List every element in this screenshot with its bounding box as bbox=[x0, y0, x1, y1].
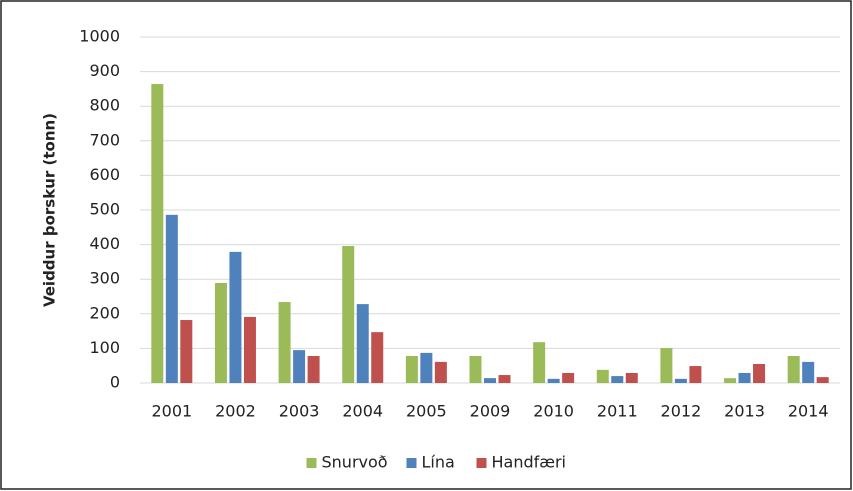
bar bbox=[405, 356, 418, 383]
y-tick-label: 200 bbox=[89, 303, 120, 322]
bar bbox=[434, 361, 447, 383]
x-tick-label: 2010 bbox=[533, 402, 574, 421]
bar bbox=[689, 366, 702, 383]
legend-label: Lína bbox=[422, 453, 455, 472]
y-tick-label: 0 bbox=[110, 373, 120, 392]
y-tick-label: 400 bbox=[89, 234, 120, 253]
legend-swatch bbox=[406, 458, 417, 468]
bar bbox=[547, 378, 560, 383]
bar bbox=[243, 316, 256, 383]
bar bbox=[180, 320, 193, 383]
x-tick-label: 2002 bbox=[215, 402, 256, 421]
bar bbox=[611, 376, 624, 383]
x-tick-label: 2012 bbox=[661, 402, 702, 421]
bar bbox=[484, 378, 496, 383]
bar bbox=[787, 356, 800, 383]
y-tick-label: 700 bbox=[89, 130, 120, 149]
bar bbox=[498, 375, 511, 383]
bar bbox=[371, 332, 384, 383]
x-tick-label: 2001 bbox=[151, 402, 192, 421]
bar bbox=[229, 251, 242, 383]
bar bbox=[165, 214, 178, 383]
x-tick-label: 2005 bbox=[406, 402, 447, 421]
y-tick-label: 500 bbox=[89, 200, 120, 219]
bar bbox=[753, 363, 766, 383]
bar bbox=[562, 372, 575, 383]
x-tick-label: 2003 bbox=[279, 402, 320, 421]
bar bbox=[469, 356, 482, 383]
bar bbox=[420, 352, 433, 383]
bar bbox=[660, 348, 673, 383]
bar bbox=[802, 361, 815, 383]
x-tick-label: 2013 bbox=[724, 402, 765, 421]
y-tick-label: 1000 bbox=[79, 27, 120, 46]
y-tick-label: 900 bbox=[89, 61, 120, 80]
bar bbox=[278, 302, 291, 383]
bar bbox=[596, 369, 609, 383]
y-axis-title: Veiddur þorskur (tonn) bbox=[41, 113, 59, 307]
y-tick-label: 600 bbox=[89, 165, 120, 184]
bar bbox=[816, 377, 829, 383]
bar bbox=[307, 356, 320, 383]
bar bbox=[533, 342, 546, 383]
y-tick-label: 800 bbox=[89, 96, 120, 115]
bar bbox=[724, 378, 737, 383]
x-tick-label: 2004 bbox=[342, 402, 383, 421]
bar bbox=[674, 378, 687, 383]
y-tick-label: 100 bbox=[89, 338, 120, 357]
bar bbox=[738, 372, 751, 383]
legend-swatch bbox=[476, 458, 487, 468]
x-tick-label: 2011 bbox=[597, 402, 638, 421]
legend-label: Handfæri bbox=[492, 453, 567, 472]
bar bbox=[342, 245, 355, 383]
bar bbox=[214, 283, 227, 383]
bar bbox=[293, 350, 306, 383]
x-tick-label: 2014 bbox=[788, 402, 829, 421]
legend-label: Snurvoð bbox=[322, 453, 388, 472]
x-tick-label: 2009 bbox=[470, 402, 511, 421]
legend-swatch bbox=[306, 458, 317, 468]
bar bbox=[151, 84, 164, 383]
bar bbox=[356, 304, 369, 383]
bar bbox=[625, 372, 638, 383]
y-tick-label: 300 bbox=[89, 269, 120, 288]
